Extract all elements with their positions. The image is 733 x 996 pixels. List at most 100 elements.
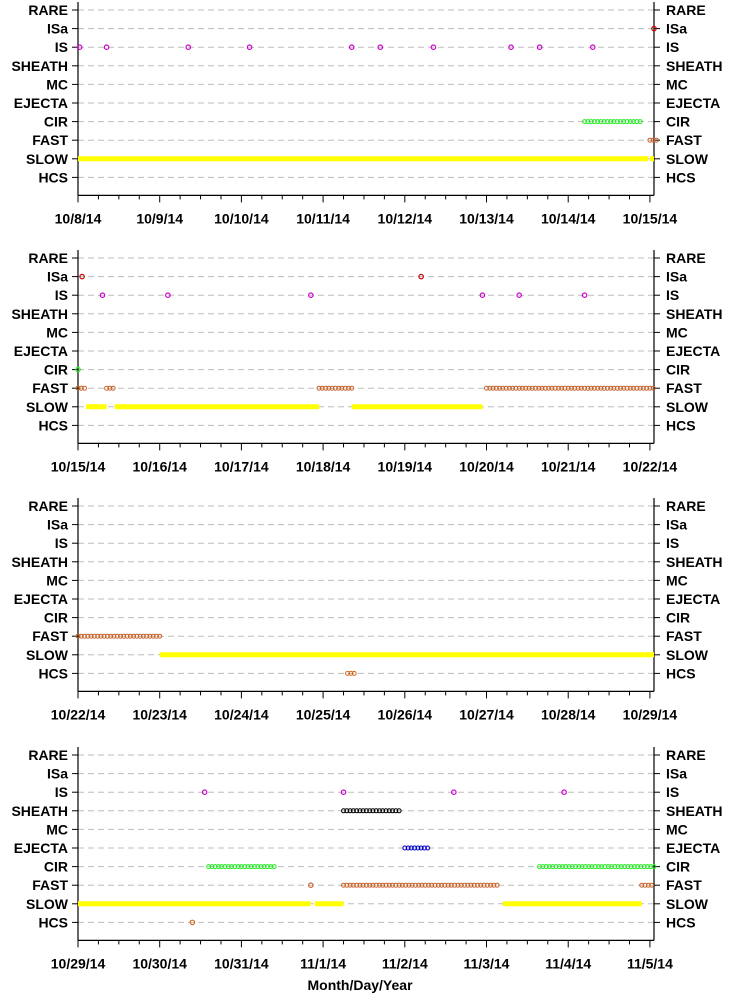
fast-marker <box>650 137 656 143</box>
fast-marker <box>487 385 493 391</box>
category-label-left: IS <box>55 784 68 800</box>
category-label-right: HCS <box>666 665 696 681</box>
category-label-right: ISa <box>666 21 687 37</box>
x-tick-label: 10/12/14 <box>378 210 433 226</box>
category-label-right: FAST <box>666 628 702 644</box>
fast-marker <box>595 385 601 391</box>
fast-marker <box>475 882 481 888</box>
category-label-right: FAST <box>666 380 702 396</box>
cir-marker <box>608 119 614 125</box>
sheath-marker <box>357 808 363 814</box>
fast-marker <box>316 385 322 391</box>
hcs-marker <box>351 670 357 676</box>
fast-marker <box>455 882 461 888</box>
isa-point <box>418 273 424 280</box>
category-label-right: CIR <box>666 610 690 626</box>
fast-marker <box>614 385 620 391</box>
cir-point <box>75 366 81 373</box>
category-label-right: ISa <box>666 517 687 533</box>
x-tick-label: 11/2/14 <box>382 955 428 971</box>
fast-marker <box>644 385 650 391</box>
is-point <box>589 44 596 51</box>
sheath-marker <box>376 808 382 814</box>
is-point <box>348 44 355 51</box>
sheath-marker <box>380 808 386 814</box>
category-label-right: EJECTA <box>666 343 720 359</box>
x-tick-label: 10/16/14 <box>132 458 187 474</box>
fast-marker <box>347 882 353 888</box>
category-label-left: MC <box>46 76 68 92</box>
fast-marker <box>539 385 545 391</box>
is-point <box>479 292 486 299</box>
fast-marker <box>108 633 114 639</box>
x-tick-label: 10/19/14 <box>378 458 433 474</box>
fast-marker <box>497 385 503 391</box>
x-tick-label: 10/8/14 <box>55 210 102 226</box>
cir-marker <box>589 864 595 870</box>
cir-marker <box>209 864 215 870</box>
ejecta-marker <box>405 845 411 851</box>
fast-marker <box>618 385 624 391</box>
x-tick-label: 10/9/14 <box>136 210 183 226</box>
category-label-right: SHEATH <box>666 58 723 74</box>
cir-marker <box>638 864 644 870</box>
fast-marker <box>323 385 329 391</box>
category-label-right: FAST <box>666 877 702 893</box>
fast-marker <box>503 385 509 391</box>
fast-marker <box>627 385 633 391</box>
fast-marker <box>491 882 497 888</box>
x-tick-label: 10/10/14 <box>214 210 269 226</box>
category-label-right: SLOW <box>666 399 709 415</box>
x-tick-label: 10/11/14 <box>296 210 350 226</box>
category-label-left: SHEATH <box>11 803 68 819</box>
ejecta-marker <box>418 845 424 851</box>
fast-marker <box>117 633 123 639</box>
category-label-right: SLOW <box>666 896 709 912</box>
fast-marker <box>649 882 655 888</box>
is-point <box>377 44 384 51</box>
sheath-marker <box>363 808 369 814</box>
fast-marker <box>611 385 617 391</box>
cir-marker <box>624 119 630 125</box>
cir-marker <box>569 864 575 870</box>
fast-marker <box>650 385 656 391</box>
cir-marker <box>628 864 634 870</box>
fast-marker <box>373 882 379 888</box>
x-tick-label: 10/15/14 <box>51 458 106 474</box>
fast-marker <box>639 882 645 888</box>
fast-marker <box>645 882 651 888</box>
fast-marker <box>582 385 588 391</box>
fast-marker <box>82 633 88 639</box>
is-point <box>340 789 347 796</box>
fast-marker <box>542 385 548 391</box>
category-label-left: SLOW <box>26 647 69 663</box>
is-point <box>76 44 83 51</box>
fast-marker <box>572 385 578 391</box>
cir-marker <box>602 864 608 870</box>
category-label-left: EJECTA <box>14 840 68 856</box>
cir-marker <box>586 864 592 870</box>
cir-marker <box>598 119 604 125</box>
cir-marker <box>248 864 254 870</box>
fast-marker <box>591 385 597 391</box>
fast-marker <box>429 882 435 888</box>
x-tick-label: 10/17/14 <box>214 458 269 474</box>
cir-marker <box>631 119 637 125</box>
fast-marker <box>642 882 648 888</box>
x-tick-label: 10/14/14 <box>541 210 596 226</box>
category-label-right: SHEATH <box>666 803 723 819</box>
fast-marker <box>461 882 467 888</box>
fast-marker <box>341 882 347 888</box>
fast-marker <box>329 385 335 391</box>
fast-marker <box>336 385 342 391</box>
fast-marker <box>422 882 428 888</box>
cir-marker <box>635 864 641 870</box>
fast-marker <box>383 882 389 888</box>
cir-marker <box>576 864 582 870</box>
fast-marker <box>386 882 392 888</box>
cir-marker <box>591 119 597 125</box>
fast-marker <box>137 633 143 639</box>
fast-marker <box>110 385 116 391</box>
is-point <box>561 789 567 796</box>
fast-marker <box>490 385 496 391</box>
